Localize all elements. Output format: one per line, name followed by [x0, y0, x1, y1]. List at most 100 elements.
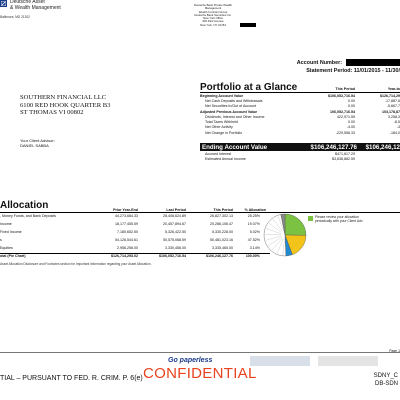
pag-this-period: -229,556.33: [335, 131, 355, 135]
disclosure-text-block: [318, 356, 378, 366]
alloc-this: 20,286,106.47: [210, 222, 233, 226]
pag-ytd: -5,667,7: [386, 104, 400, 108]
ending-account-value-bar: Ending Account Value $106,246,127.76 $10…: [200, 143, 400, 151]
alloc-label: Equities: [0, 246, 13, 250]
review-line: Please review your allocation: [315, 215, 359, 219]
pag-label: Dividends, Interest and Other Income: [205, 115, 265, 119]
alloc-pct: 19.07%: [247, 222, 260, 226]
confidential-notice-left: TIAL – PURSUANT TO FED. R. CRIM. P. 6(e): [0, 375, 143, 382]
alloc-last: 20,457,894.67: [163, 222, 186, 226]
pag-ytd: 3,258,3: [388, 115, 400, 119]
alloc-last: 50,575,068.59: [163, 238, 186, 242]
review-line: periodically with your Client Adv: [315, 219, 363, 223]
pag-this-period: 106,052,716.54: [330, 110, 355, 114]
bates-line1: SDNY_C: [373, 373, 398, 379]
header-line: Wealth Contract Group: [198, 9, 228, 14]
client-address-line2: ST THOMAS VI 00802: [20, 109, 84, 117]
alloc-label: otal (Pie Chart): [0, 254, 26, 258]
client-address-line1: 6100 RED HOOK QUARTER B3: [20, 101, 111, 109]
client-name: SOUTHERN FINANCIAL LLC: [20, 94, 107, 101]
pag-this-period: $3,638,882.59: [332, 157, 355, 161]
ending-this-period: $106,246,127.76: [310, 144, 357, 151]
col-this-period: This Period: [213, 208, 233, 212]
alloc-prior: 2,956,256.00: [117, 246, 138, 250]
alloc-last: 3,330,456.00: [165, 246, 186, 250]
allocation-title: Allocation: [0, 200, 49, 211]
footer-rule: [0, 352, 400, 353]
pie-hatch-line: [268, 237, 282, 246]
pie-slice-4: [280, 213, 286, 236]
ending-label: Ending Account Value: [202, 144, 268, 151]
alloc-pct: 47.52%: [247, 238, 260, 242]
pie-hatch-line: [272, 218, 283, 232]
alloc-this: 26,827,302.13: [210, 214, 233, 218]
pag-label: Net Cash Deposits and Withdrawals: [205, 99, 263, 103]
pag-row: Net Securities In/Out of Account 0.00 -5…: [200, 104, 400, 109]
pag-label: Net Other Activity: [205, 125, 233, 129]
alloc-this: $106,246,127.76: [206, 254, 233, 258]
pag-label: Accrued Interest: [205, 152, 232, 156]
header-line: New York Office: [203, 16, 223, 21]
pag-label: Estimated Annual Income: [205, 157, 246, 161]
pie-slice-0: [284, 213, 307, 236]
allocation-row: Equities 2,956,256.00 3,330,456.00 3,335…: [0, 246, 270, 252]
pie-hatch-line: [266, 228, 282, 234]
alloc-label: Fixed Income: [0, 230, 22, 234]
alloc-label: s: [0, 238, 2, 242]
header-line: Deutsche Bank Securities Inc.: [194, 12, 232, 17]
pie-hatch-line: [282, 238, 285, 255]
pag-row: Net Other Activity -4.00 -3: [200, 125, 400, 130]
pag-label: Total Taxes Withheld: [205, 120, 238, 124]
pag-row: Accrued Interest $471,817.29: [200, 152, 400, 157]
allocation-total-row: otal (Pie Chart) $126,714,293.02 $106,05…: [0, 253, 270, 260]
pag-this-period: $471,817.29: [335, 152, 355, 156]
legend-swatch-green: [308, 216, 313, 221]
section-rule: [0, 212, 400, 213]
alloc-pct: 100.00%: [245, 254, 260, 258]
pie-hatch-line: [265, 235, 282, 241]
section-rule: [200, 92, 400, 93]
alloc-last: 28,408,624.89: [163, 214, 186, 218]
header-line: New York, NY 10154: [200, 22, 226, 27]
pag-label: Net Change in Portfolio: [205, 131, 243, 135]
allocation-row: Income 18,177,455.59 20,457,894.67 20,28…: [0, 222, 270, 228]
page-number: Page 1: [389, 349, 400, 353]
pag-row: Estimated Annual Income $3,638,882.59: [200, 157, 400, 162]
pag-label: Net Securities In/Out of Account: [205, 104, 256, 108]
client-address-block: SOUTHERN FINANCIAL LLC 6100 RED HOOK QUA…: [20, 94, 110, 117]
pie-hatch-line: [268, 223, 282, 233]
allocation-row: s 54,126,544.61 50,575,068.59 50,481,023…: [0, 238, 270, 244]
redaction-bar: [240, 23, 256, 27]
confidential-stamp: CONFIDENTIAL: [143, 365, 257, 382]
pag-row: Net Change in Portfolio -229,556.33 -184…: [200, 131, 400, 136]
brand-line1: Deutsche Asset: [10, 0, 45, 5]
pag-row: Adjusted Previous Account Value 106,052,…: [200, 110, 400, 115]
redaction-bar: [346, 59, 400, 66]
allocation-row: Fixed Income 7,180,652.50 5,326,422.50 5…: [0, 230, 270, 236]
pag-this-period: $106,052,716.54: [328, 94, 355, 98]
deutsche-bank-slash-logo: [1, 1, 6, 6]
pag-ytd: $126,714,29: [380, 94, 400, 98]
pag-label: Beginning Account Value: [200, 94, 244, 98]
alloc-label: Income: [0, 222, 12, 226]
statement-period: Statement Period: 11/01/2015 - 11/30/: [306, 68, 400, 74]
pag-row: Total Taxes Withheld 0.00 -8,5: [200, 120, 400, 125]
alloc-pct: 5.02%: [249, 230, 260, 234]
go-paperless-logo: Go paperless: [168, 357, 213, 364]
pag-this-period: 0.00: [348, 99, 355, 103]
pag-this-period: 0.00: [348, 104, 355, 108]
pag-ytd: -17,887,6: [384, 99, 400, 103]
pag-ytd: -3: [396, 125, 400, 129]
header-center-address: Deutsche Bank Private Wealth Management …: [186, 3, 240, 27]
alloc-this: 5,330,228.00: [212, 230, 233, 234]
client-advisor: Your Client Advisor: DANIEL SABBA: [20, 138, 55, 148]
alloc-prior: 7,180,652.50: [117, 230, 138, 234]
pag-row: Beginning Account Value $106,052,716.54 …: [200, 94, 400, 99]
account-number-label: Account Number:: [296, 60, 342, 66]
brand-name: Deutsche Asset & Wealth Management: [10, 0, 61, 11]
pag-this-period: -4.00: [346, 125, 355, 129]
pag-ytd: -8,5: [393, 120, 400, 124]
pag-row: Dividends, Interest and Other Income 422…: [200, 115, 400, 120]
pag-this-period: 0.00: [348, 120, 355, 124]
allocation-note: Asset Allocation Disclosure and Footnote…: [0, 262, 152, 266]
